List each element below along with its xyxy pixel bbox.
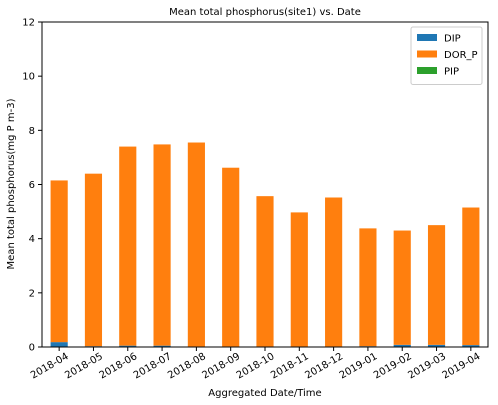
legend-swatch-dip bbox=[417, 34, 437, 41]
bar-dip-2019-02 bbox=[393, 344, 411, 347]
legend-label-pip: PIP bbox=[444, 67, 459, 78]
bar-dor-p-2019-04 bbox=[462, 207, 480, 346]
legend: DIP DOR_P PIP bbox=[410, 26, 483, 85]
y-tick-label: 10 bbox=[22, 72, 35, 83]
y-tick-label: 2 bbox=[29, 288, 35, 299]
bar-dor-p-2018-06 bbox=[119, 146, 137, 346]
bar-dip-2018-06 bbox=[119, 345, 137, 347]
y-axis-label: Mean total phosphorus(mg P m-3) bbox=[6, 98, 17, 269]
y-tick-label: 12 bbox=[22, 18, 35, 29]
bar-dor-p-2019-03 bbox=[427, 225, 446, 345]
bar-dor-p-2018-04 bbox=[50, 180, 68, 343]
y-tick-label: 6 bbox=[29, 180, 35, 191]
legend-swatch-pip bbox=[417, 67, 437, 74]
bar-dor-p-2018-05 bbox=[84, 173, 103, 347]
legend-label-dor-p: DOR_P bbox=[444, 50, 478, 61]
bar-dor-p-2018-11 bbox=[290, 212, 308, 347]
y-tick-label: 0 bbox=[29, 343, 35, 354]
bar-dor-p-2019-01 bbox=[359, 228, 377, 347]
bars-group bbox=[50, 142, 480, 348]
bar-dip-2019-03 bbox=[427, 344, 446, 347]
y-tick-label: 8 bbox=[29, 126, 35, 137]
plot-frame bbox=[41, 21, 489, 348]
bar-dip-2018-07 bbox=[153, 345, 171, 347]
bar-dor-p-2019-02 bbox=[393, 230, 411, 345]
bar-dor-p-2018-12 bbox=[325, 197, 343, 347]
y-axis-ticks: 0 2 4 6 8 10 12 bbox=[22, 18, 42, 354]
bar-dor-p-2018-09 bbox=[222, 167, 240, 347]
x-axis-label: Aggregated Date/Time bbox=[208, 388, 321, 399]
chart-title: Mean total phosphorus(site1) vs. Date bbox=[169, 7, 361, 18]
legend-swatch-dor-p bbox=[417, 50, 437, 58]
legend-label-dip: DIP bbox=[444, 34, 461, 45]
bar-dor-p-2018-10 bbox=[256, 196, 274, 347]
bar-dip-2019-04 bbox=[462, 345, 480, 347]
bar-dip-2018-04 bbox=[50, 342, 68, 348]
bar-dor-p-2018-08 bbox=[187, 142, 205, 347]
bar-dor-p-2018-07 bbox=[153, 144, 171, 346]
y-tick-label: 4 bbox=[29, 234, 35, 245]
